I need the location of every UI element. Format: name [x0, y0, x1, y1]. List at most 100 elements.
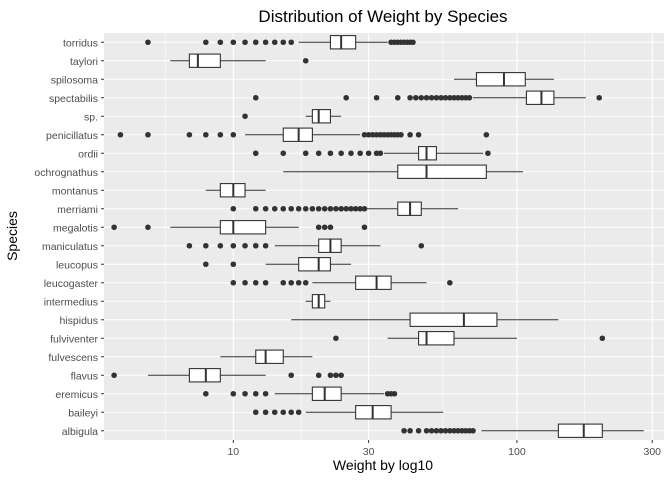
outlier-point	[117, 131, 124, 138]
x-axis-label: Weight by log10	[333, 457, 433, 473]
outlier-point	[271, 409, 278, 416]
iqr-box	[311, 109, 331, 124]
box-albigula	[401, 423, 644, 438]
outlier-point	[361, 205, 368, 212]
outlier-point	[423, 427, 430, 434]
outlier-point	[217, 242, 224, 249]
y-tick-label: hispidus	[59, 315, 98, 327]
outlier-point	[252, 390, 259, 397]
outlier-point	[203, 242, 209, 249]
box-ordii	[252, 146, 491, 161]
outlier-point	[242, 242, 248, 249]
outlier-point	[309, 205, 316, 212]
outlier-point	[333, 372, 339, 379]
outlier-point	[391, 390, 398, 397]
iqr-box	[255, 349, 284, 364]
outlier-point	[145, 39, 151, 46]
outlier-point	[451, 427, 457, 434]
box-baileyi	[252, 405, 444, 420]
outlier-point	[407, 94, 413, 101]
outlier-point	[217, 131, 224, 138]
outlier-point	[455, 94, 461, 101]
outlier-point	[447, 279, 453, 286]
outlier-point	[230, 279, 237, 286]
outlier-point	[280, 279, 287, 286]
outlier-point	[302, 150, 309, 157]
outlier-point	[262, 409, 269, 416]
iqr-box	[475, 72, 526, 87]
outlier-point	[315, 205, 322, 212]
outlier-point	[343, 205, 349, 212]
outlier-point	[466, 94, 473, 101]
outlier-point	[327, 205, 334, 212]
box-leucopus	[203, 257, 352, 272]
outlier-point	[288, 279, 295, 286]
outlier-point	[186, 131, 193, 138]
outlier-point	[377, 150, 384, 157]
box-spilosoma	[454, 72, 554, 87]
y-tick-label: baileyi	[68, 407, 98, 419]
outlier-point	[252, 39, 259, 46]
outlier-point	[217, 39, 224, 46]
outlier-point	[252, 94, 259, 101]
outlier-point	[321, 205, 328, 212]
outlier-point	[252, 205, 259, 212]
y-tick-label: albigula	[62, 426, 98, 438]
iqr-box	[397, 164, 487, 179]
outlier-point	[302, 57, 309, 64]
iqr-box	[219, 220, 267, 235]
outlier-point	[145, 224, 151, 231]
outlier-point	[442, 94, 449, 101]
outlier-point	[111, 224, 117, 231]
outlier-point	[596, 94, 602, 101]
outlier-point	[365, 131, 372, 138]
box-maniculatus	[186, 238, 425, 253]
outlier-point	[369, 131, 376, 138]
y-tick-label: montanus	[52, 185, 98, 197]
outlier-point	[288, 205, 295, 212]
outlier-point	[186, 242, 193, 249]
outlier-point	[373, 94, 380, 101]
outlier-point	[262, 390, 269, 397]
outlier-point	[230, 242, 237, 249]
outlier-point	[455, 427, 461, 434]
x-tick-label: 300	[643, 446, 661, 458]
x-tick-label: 10	[227, 446, 239, 458]
outlier-point	[365, 150, 372, 157]
y-tick-label: maniculatus	[42, 241, 98, 253]
x-axis: 10 30 100 300	[227, 440, 661, 458]
outlier-point	[327, 150, 334, 157]
y-tick-label: eremicus	[55, 389, 98, 401]
outlier-point	[338, 150, 344, 157]
outlier-point	[315, 224, 322, 231]
outlier-point	[230, 261, 237, 268]
outlier-point	[280, 205, 287, 212]
outlier-point	[451, 94, 457, 101]
outlier-point	[327, 372, 334, 379]
outlier-point	[242, 113, 248, 120]
box-series	[111, 35, 644, 438]
outlier-point	[433, 427, 440, 434]
outlier-point	[357, 205, 363, 212]
outlier-point	[242, 39, 248, 46]
box-merriami	[230, 201, 459, 216]
box-sp	[242, 109, 342, 124]
outlier-point	[438, 427, 444, 434]
outlier-point	[599, 335, 606, 342]
outlier-point	[357, 150, 363, 157]
outlier-point	[145, 131, 151, 138]
outlier-point	[230, 39, 237, 46]
outlier-point	[343, 94, 349, 101]
outlier-point	[398, 131, 404, 138]
outlier-point	[415, 131, 422, 138]
outlier-point	[252, 279, 259, 286]
outlier-point	[438, 94, 444, 101]
outlier-point	[348, 205, 354, 212]
outlier-point	[280, 150, 287, 157]
outlier-point	[483, 131, 490, 138]
outlier-point	[230, 390, 237, 397]
outlier-point	[442, 427, 449, 434]
box-hispidus	[291, 312, 559, 327]
x-tick-label: 100	[508, 446, 526, 458]
